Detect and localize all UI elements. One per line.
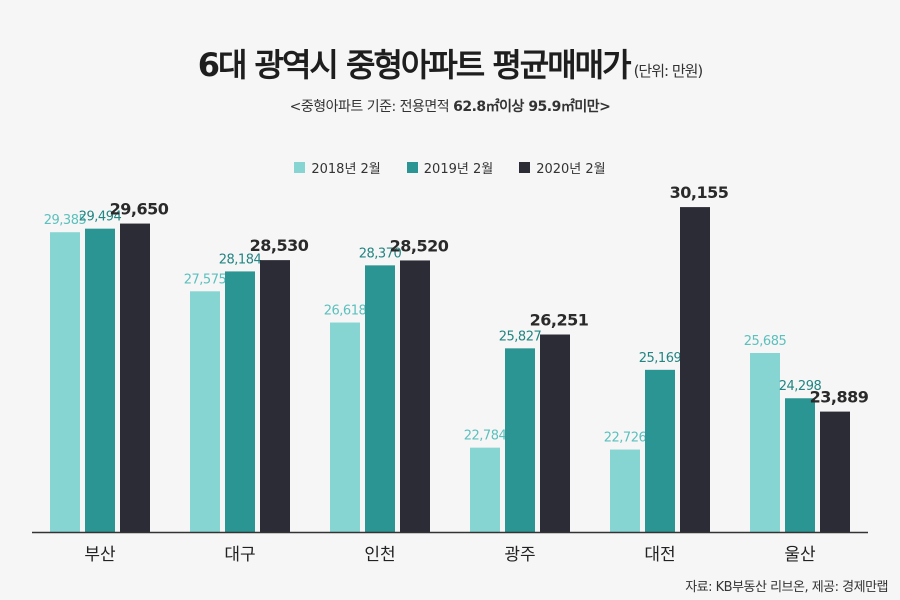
x-tick-label: 대구 [224, 545, 255, 565]
data-label: 29,385 [44, 213, 87, 228]
subtitle-mid: 이상 [499, 99, 529, 115]
legend-item-2019: 2019년 2월 [406, 158, 494, 177]
title-text: 6대 광역시 중형아파트 평균매매가 [197, 46, 632, 84]
data-label: 22,726 [604, 431, 647, 446]
bar-대구-1 [225, 271, 255, 532]
bar-인천-1 [365, 265, 395, 532]
bar-광주-2 [540, 334, 570, 532]
chart-title: 6대 광역시 중형아파트 평균매매가 (단위: 만원) [0, 40, 900, 86]
legend-label-2020: 2020년 2월 [536, 162, 606, 177]
bar-울산-0 [750, 352, 780, 532]
subtitle-max-area: 95.9㎡ [528, 99, 575, 115]
bar-울산-1 [785, 398, 815, 532]
legend-item-2020: 2020년 2월 [519, 158, 606, 177]
bar-대구-2 [260, 260, 290, 532]
legend: 2018년 2월 2019년 2월 2020년 2월 [0, 158, 900, 177]
legend-swatch-2018 [294, 162, 306, 173]
unit-label: (단위: 만원) [633, 62, 704, 80]
x-tick-label: 광주 [504, 545, 535, 565]
data-label: 29,650 [110, 200, 169, 219]
data-label: 26,618 [324, 304, 367, 319]
data-label: 23,889 [810, 388, 869, 407]
source-note: 자료: KB부동산 리브온, 제공: 경제만랩 [685, 580, 888, 595]
legend-item-2018: 2018년 2월 [294, 158, 381, 177]
data-label: 28,530 [250, 236, 309, 255]
bar-대구-0 [190, 291, 220, 532]
data-label: 25,685 [744, 334, 787, 349]
data-label: 28,520 [390, 236, 449, 255]
subtitle: <중형아파트 기준: 전용면적 62.8㎡이상 95.9㎡미만> [0, 96, 900, 116]
data-label: 27,575 [184, 272, 227, 287]
x-tick-label: 대전 [644, 545, 675, 565]
bar-부산-2 [120, 223, 150, 532]
x-tick-label: 울산 [784, 545, 816, 565]
legend-label-2019: 2019년 2월 [423, 162, 494, 177]
bar-부산-0 [50, 232, 80, 532]
data-label: 25,169 [639, 351, 682, 366]
bar-인천-0 [330, 322, 360, 532]
data-label: 29,494 [79, 210, 122, 225]
data-label: 25,827 [499, 329, 542, 344]
subtitle-min-area: 62.8㎡ [453, 99, 500, 115]
data-label: 24,298 [779, 379, 822, 394]
data-label: 28,184 [219, 252, 262, 267]
subtitle-suffix: 미만> [574, 99, 611, 115]
bar-인천-2 [400, 260, 430, 532]
bar-대전-0 [610, 449, 640, 532]
bar-대전-2 [680, 207, 710, 532]
bar-광주-0 [470, 447, 500, 532]
data-label: 28,370 [359, 246, 402, 261]
bar-대전-1 [645, 369, 675, 532]
bar-광주-1 [505, 348, 535, 532]
data-label: 30,155 [670, 183, 729, 202]
legend-swatch-2019 [406, 162, 418, 173]
bar-부산-1 [85, 228, 115, 532]
x-tick-label: 인천 [364, 545, 395, 565]
legend-label-2018: 2018년 2월 [311, 162, 381, 177]
data-label: 26,251 [530, 311, 589, 330]
bar-울산-2 [820, 411, 850, 532]
x-tick-label: 부산 [84, 545, 116, 565]
legend-swatch-2020 [519, 162, 531, 173]
subtitle-prefix: <중형아파트 기준: 전용면적 [289, 99, 454, 115]
data-label: 22,784 [464, 429, 507, 444]
